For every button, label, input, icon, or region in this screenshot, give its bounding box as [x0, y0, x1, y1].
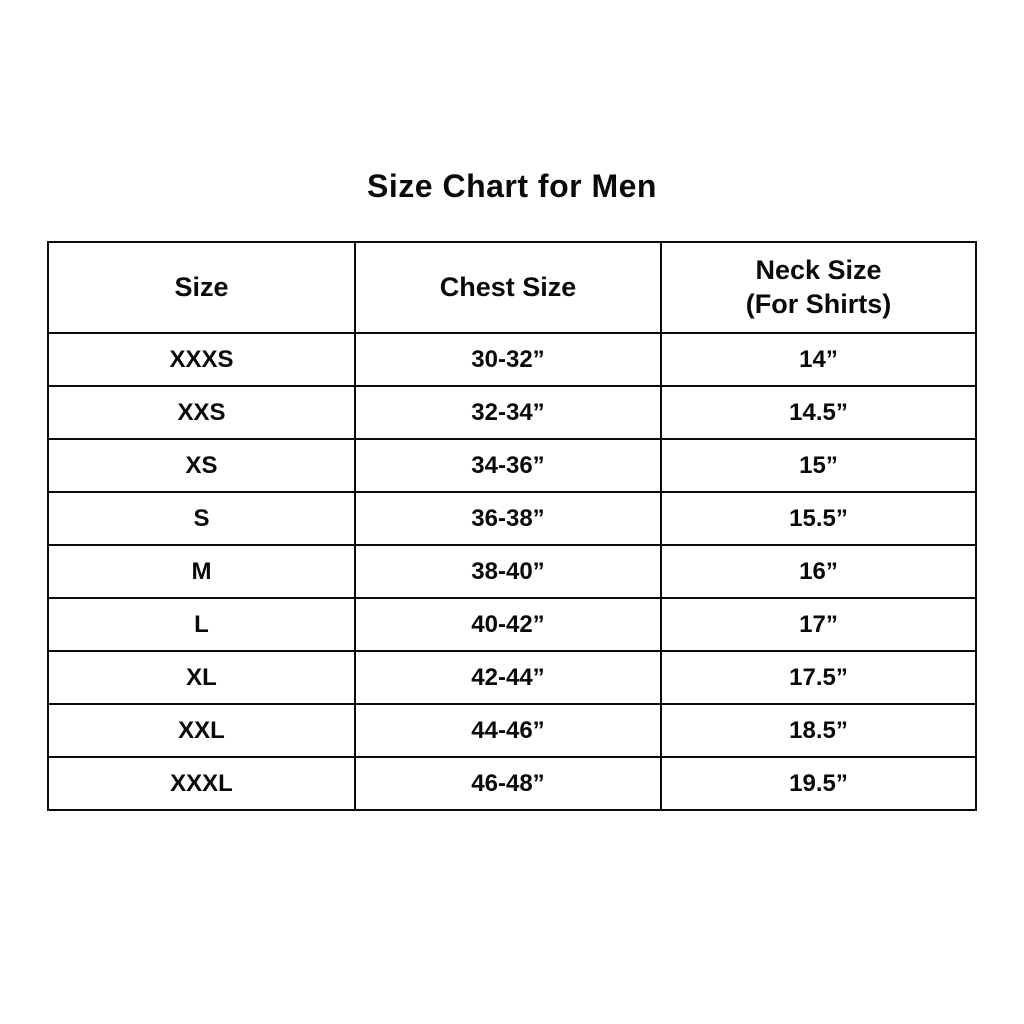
table-row: S 36-38” 15.5”: [47, 491, 977, 546]
neck-size-cell: 14”: [660, 332, 977, 387]
size-chart-table: Size Chest Size Neck Size (For Shirts) X…: [47, 241, 977, 811]
page-title: Size Chart for Men: [367, 168, 657, 204]
neck-size-cell: 17.5”: [660, 650, 977, 705]
neck-size-cell: 15.5”: [660, 491, 977, 546]
header-row: Size Chest Size Neck Size (For Shirts): [47, 241, 977, 334]
table-row: XS 34-36” 15”: [47, 438, 977, 493]
size-cell: XXXL: [47, 756, 356, 811]
neck-size-cell: 16”: [660, 544, 977, 599]
column-header-size: Size: [47, 241, 356, 334]
chest-size-cell: 38-40”: [354, 544, 662, 599]
chest-size-cell: 30-32”: [354, 332, 662, 387]
chest-size-cell: 36-38”: [354, 491, 662, 546]
column-header-chest-size: Chest Size: [354, 241, 662, 334]
chest-size-cell: 34-36”: [354, 438, 662, 493]
table-row: XXL 44-46” 18.5”: [47, 703, 977, 758]
size-cell: XL: [47, 650, 356, 705]
column-header-neck-size-sublabel: (For Shirts): [745, 288, 892, 319]
column-header-size-label: Size: [174, 271, 229, 302]
table-row: XXXS 30-32” 14”: [47, 332, 977, 387]
chest-size-cell: 40-42”: [354, 597, 662, 652]
column-header-chest-size-label: Chest Size: [439, 271, 577, 302]
size-cell: XS: [47, 438, 356, 493]
chest-size-cell: 44-46”: [354, 703, 662, 758]
neck-size-cell: 19.5”: [660, 756, 977, 811]
neck-size-cell: 17”: [660, 597, 977, 652]
neck-size-cell: 15”: [660, 438, 977, 493]
size-cell: S: [47, 491, 356, 546]
table-row: L 40-42” 17”: [47, 597, 977, 652]
neck-size-cell: 18.5”: [660, 703, 977, 758]
table-row: XXXL 46-48” 19.5”: [47, 756, 977, 811]
table-row: XXS 32-34” 14.5”: [47, 385, 977, 440]
size-cell: L: [47, 597, 356, 652]
size-cell: XXL: [47, 703, 356, 758]
table-row: XL 42-44” 17.5”: [47, 650, 977, 705]
column-header-neck-size: Neck Size (For Shirts): [660, 241, 977, 334]
table-body: XXXS 30-32” 14” XXS 32-34” 14.5” XS 34-36” 15” S 3…: [47, 332, 977, 811]
size-cell: XXS: [47, 385, 356, 440]
table-row: M 38-40” 16”: [47, 544, 977, 599]
neck-size-cell: 14.5”: [660, 385, 977, 440]
chest-size-cell: 42-44”: [354, 650, 662, 705]
table-header: Size Chest Size Neck Size (For Shirts): [47, 241, 977, 334]
chest-size-cell: 32-34”: [354, 385, 662, 440]
size-cell: M: [47, 544, 356, 599]
size-cell: XXXS: [47, 332, 356, 387]
column-header-neck-size-label: Neck Size: [755, 254, 882, 285]
chest-size-cell: 46-48”: [354, 756, 662, 811]
